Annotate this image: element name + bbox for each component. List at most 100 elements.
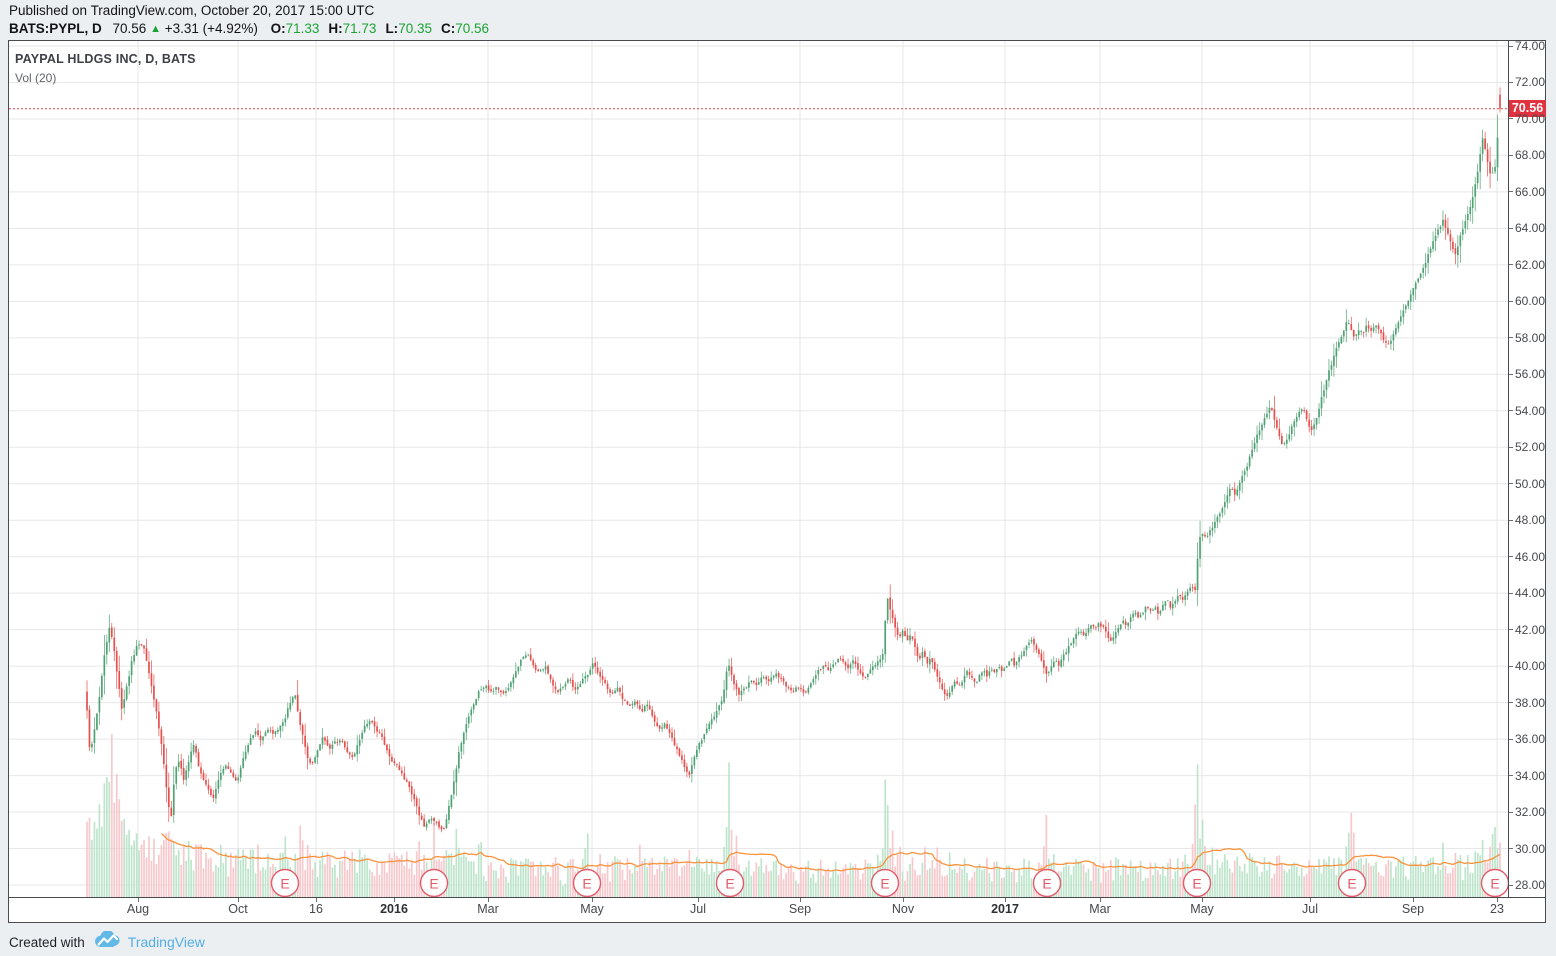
- price-tick-label: 54.00: [1515, 403, 1546, 418]
- price-tick-mark: [1509, 848, 1513, 850]
- price-tick-label: 64.00: [1515, 221, 1546, 236]
- price-tick-mark: [1509, 118, 1513, 120]
- time-tick-label: Mar: [477, 902, 499, 916]
- time-tick-label: May: [580, 902, 604, 916]
- price-tick-mark: [1509, 446, 1513, 448]
- earnings-marker[interactable]: [270, 868, 300, 897]
- price-tick-label: 46.00: [1515, 549, 1546, 564]
- price-tick-label: 36.00: [1515, 732, 1546, 747]
- time-tick-mark: [237, 898, 239, 902]
- price-tick-mark: [1509, 191, 1513, 193]
- tradingview-link[interactable]: TradingView: [127, 934, 205, 950]
- earnings-marker-letter: E: [725, 876, 734, 892]
- price-tick-label: 50.00: [1515, 476, 1546, 491]
- earnings-marker[interactable]: [870, 868, 900, 897]
- price-tick-mark: [1509, 738, 1513, 740]
- time-tick-mark: [697, 898, 699, 902]
- grid-lines: [9, 41, 1508, 897]
- price-tick-label: 30.00: [1515, 841, 1546, 856]
- price-tick-mark: [1509, 264, 1513, 266]
- price-tick-mark: [1509, 81, 1513, 83]
- price-tick-mark: [1509, 811, 1513, 813]
- price-tick-label: 34.00: [1515, 768, 1546, 783]
- time-tick-mark: [1099, 898, 1101, 902]
- tradingview-logo-icon: [94, 930, 121, 953]
- price-tick-mark: [1509, 519, 1513, 521]
- price-tick-mark: [1509, 483, 1513, 485]
- ohlc-label: L:: [385, 21, 399, 36]
- ohlc-value: 70.35: [398, 21, 432, 36]
- time-tick-label: Nov: [891, 902, 915, 916]
- ohlc-label: O:: [270, 21, 286, 36]
- price-tick-mark: [1509, 45, 1513, 47]
- earnings-marker-letter: E: [1192, 876, 1201, 892]
- ohlc-value: 71.73: [342, 21, 377, 36]
- earnings-marker[interactable]: [572, 868, 602, 897]
- up-triangle-icon: ▲: [150, 23, 161, 35]
- created-with-label: Created with: [9, 934, 85, 950]
- quote-line: BATS:PYPL, D 70.56 ▲ +3.31 (+4.92%) O: 71…: [9, 21, 489, 36]
- price-change: +3.31 (+4.92%): [164, 21, 258, 36]
- earnings-marker[interactable]: [419, 868, 449, 897]
- symbol-label: BATS:PYPL, D: [9, 21, 102, 36]
- time-tick-mark: [1201, 898, 1203, 902]
- last-price-badge: 70.56: [1509, 100, 1546, 118]
- price-tick-mark: [1509, 300, 1513, 302]
- price-tick-label: 28.00: [1515, 878, 1546, 892]
- price-tick-mark: [1509, 592, 1513, 594]
- volume-bars: [86, 734, 1501, 897]
- time-tick-label: May: [1190, 902, 1214, 916]
- time-axis[interactable]: Aug Oct 16 2016 Mar May Jul Sep Nov 2017 Mar May Jul…: [9, 897, 1545, 922]
- earnings-marker-letter: E: [429, 876, 438, 892]
- time-tick-mark: [902, 898, 904, 902]
- price-tick-mark: [1509, 665, 1513, 667]
- volume-ma-line: [161, 833, 1501, 872]
- price-tick-mark: [1509, 154, 1513, 156]
- time-tick-label: Sep: [1401, 902, 1425, 916]
- time-tick-mark: [1496, 898, 1498, 902]
- time-tick-mark: [137, 898, 139, 902]
- earnings-marker[interactable]: [1337, 868, 1367, 897]
- earnings-marker[interactable]: [1032, 868, 1062, 897]
- earnings-marker-letter: E: [1347, 876, 1356, 892]
- price-tick-label: 58.00: [1515, 330, 1546, 345]
- earnings-marker-letter: E: [280, 876, 289, 892]
- earnings-marker[interactable]: [715, 868, 745, 897]
- time-tick-mark: [1309, 898, 1311, 902]
- price-tick-label: 66.00: [1515, 184, 1546, 199]
- ohlc-group: O:71.33 H:71.73 L:70.35 C:70.56: [262, 21, 489, 36]
- price-tick-mark: [1509, 775, 1513, 777]
- price-tick-label: 74.00: [1515, 39, 1546, 53]
- price-tick-label: 72.00: [1515, 75, 1546, 90]
- last-price: 70.56: [112, 21, 147, 36]
- time-tick-label: Aug: [126, 902, 150, 916]
- time-tick-label: 23: [1490, 902, 1504, 916]
- earnings-marker[interactable]: [1182, 868, 1212, 897]
- time-tick-mark: [799, 898, 801, 902]
- price-tick-mark: [1509, 702, 1513, 704]
- price-tick-mark: [1509, 556, 1513, 558]
- earnings-marker[interactable]: [1480, 868, 1509, 897]
- price-tick-label: 48.00: [1515, 513, 1546, 528]
- published-line: Published on TradingView.com, October 20…: [9, 3, 375, 18]
- time-tick-label: Oct: [228, 902, 248, 916]
- price-axis[interactable]: 70.56 74.00 72.00 70.00 68.00 66.00 64.00 62.0…: [1508, 39, 1546, 897]
- footer: Created with TradingView: [9, 929, 205, 955]
- time-tick-mark: [1004, 898, 1006, 902]
- time-tick-label: Jul: [690, 902, 706, 916]
- earnings-marker-letter: E: [880, 876, 889, 892]
- time-tick-mark: [1412, 898, 1414, 902]
- price-tick-label: 38.00: [1515, 695, 1546, 710]
- price-tick-label: 70.00: [1515, 111, 1546, 126]
- price-tick-mark: [1509, 629, 1513, 631]
- earnings-marker-letter: E: [1490, 876, 1499, 892]
- price-tick-label: 42.00: [1515, 622, 1546, 637]
- price-tick-label: 44.00: [1515, 586, 1546, 601]
- time-tick-label: Sep: [788, 902, 812, 916]
- time-tick-label: 2016: [380, 902, 408, 916]
